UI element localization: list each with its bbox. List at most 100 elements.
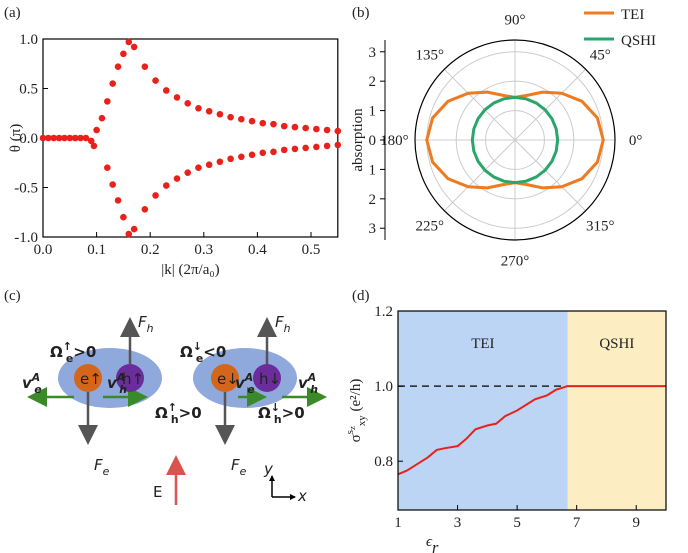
- label-part: h↑: [122, 370, 144, 388]
- legend-label: QSHI: [621, 33, 656, 49]
- y-tick-label: 0.8: [374, 454, 393, 470]
- point: [292, 124, 299, 131]
- point: [93, 127, 100, 134]
- r-tick-label: 3: [369, 221, 377, 237]
- point: [195, 105, 202, 112]
- angle-label: 270°: [501, 254, 530, 270]
- point: [335, 142, 342, 149]
- point: [174, 94, 181, 101]
- label: Fh: [275, 313, 291, 335]
- point: [324, 143, 331, 150]
- label-part: Ω: [258, 404, 271, 422]
- point: [184, 169, 191, 176]
- label: x: [297, 487, 307, 505]
- label-part: Ω: [155, 404, 168, 422]
- r-tick-label: 1: [369, 162, 377, 178]
- angle-label: 45°: [590, 48, 611, 64]
- point: [217, 158, 224, 165]
- x-tick-label: 0.4: [248, 242, 267, 258]
- point: [184, 100, 191, 107]
- point: [227, 114, 234, 121]
- label-part: e: [103, 465, 110, 478]
- point: [131, 226, 138, 233]
- point: [142, 63, 149, 70]
- panel-label: (a): [4, 5, 21, 21]
- label-part: E: [153, 483, 162, 501]
- point: [249, 152, 256, 159]
- point: [281, 147, 288, 154]
- y-tick-label: 1.2: [374, 304, 393, 320]
- label-part: e↑: [80, 370, 102, 388]
- angle-label: 315°: [586, 218, 615, 234]
- point: [104, 164, 111, 171]
- x-axis-label: |k| (2π/a₀): [161, 262, 219, 278]
- point: [259, 150, 266, 157]
- x-tick-label: 0.3: [194, 242, 213, 258]
- point: [115, 63, 122, 70]
- x-tick-label: 5: [513, 515, 521, 531]
- label-part: F: [94, 456, 103, 474]
- r-tick-label: 0: [369, 133, 377, 149]
- label: e↑: [80, 370, 102, 388]
- label-part: e: [247, 383, 254, 396]
- figure: 0.00.10.20.30.40.5-1.0-0.50.00.51.0|k| (…: [0, 0, 688, 553]
- point: [125, 39, 132, 46]
- label-part: x: [297, 487, 307, 505]
- point: [270, 121, 277, 128]
- point: [91, 143, 98, 150]
- label: y: [263, 460, 274, 478]
- x-tick-label: 1: [394, 515, 402, 531]
- label-part: h↓: [259, 370, 281, 388]
- label: Fe: [231, 456, 247, 478]
- angular-grid: [515, 140, 586, 211]
- point: [249, 118, 256, 125]
- point: [227, 155, 234, 162]
- label-part: (e²/h): [348, 379, 364, 416]
- point: [195, 164, 202, 171]
- label-part: σ: [348, 434, 364, 442]
- y-tick-label: 1.0: [19, 32, 38, 48]
- x-tick-label: 9: [632, 515, 640, 531]
- panel-label: (d): [352, 288, 370, 304]
- point: [104, 98, 111, 105]
- point: [270, 149, 277, 156]
- label-part: e: [34, 383, 41, 396]
- label-part: >0: [282, 404, 305, 422]
- point: [163, 87, 170, 94]
- label-part: F: [138, 313, 147, 331]
- point: [313, 126, 320, 133]
- y-axis-label: θ (π): [8, 124, 24, 153]
- region-label: QSHI: [599, 336, 634, 352]
- x-tick-label: 7: [573, 515, 581, 531]
- point: [206, 108, 213, 115]
- label: Ω↑h>0: [155, 401, 202, 426]
- point: [238, 154, 245, 161]
- x-tick-label: 0.2: [141, 242, 160, 258]
- angular-grid: [444, 140, 515, 211]
- label-part: y: [263, 460, 274, 478]
- point: [238, 116, 245, 123]
- point: [206, 161, 213, 168]
- angular-grid: [444, 69, 515, 140]
- point: [131, 44, 138, 51]
- label-part: >0: [179, 404, 202, 422]
- label-part: F: [231, 456, 240, 474]
- label: Fe: [94, 456, 110, 478]
- y-tick-label: 0.5: [19, 82, 38, 98]
- label: h↑: [122, 370, 144, 388]
- point: [120, 214, 127, 221]
- legend-label: TEI: [621, 7, 644, 23]
- label-part: e: [196, 352, 203, 365]
- r-tick-label: 3: [369, 45, 377, 61]
- label-part: e: [66, 352, 73, 365]
- label-part: <0: [203, 343, 226, 361]
- label-part: h: [310, 383, 318, 396]
- label: Ω↓h>0: [258, 401, 305, 426]
- point: [120, 51, 127, 58]
- point: [109, 80, 116, 87]
- r-tick-label: 2: [369, 192, 377, 208]
- point: [152, 192, 159, 199]
- point: [163, 182, 170, 189]
- point: [313, 144, 320, 151]
